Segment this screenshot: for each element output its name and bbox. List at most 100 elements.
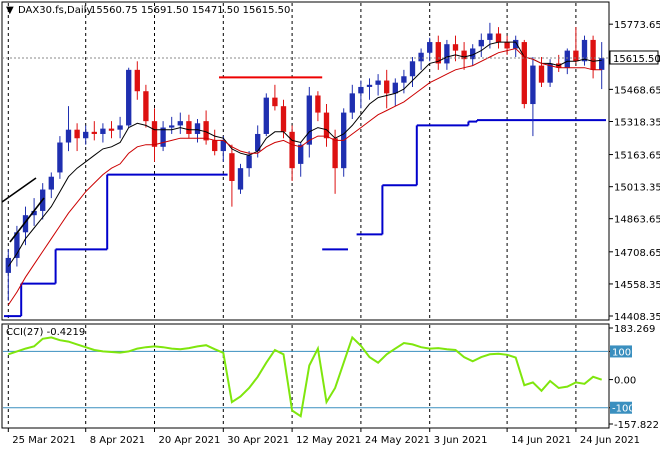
candle-body (126, 69, 132, 126)
date-tick-label: 8 Apr 2021 (90, 435, 145, 446)
price-tick-label: 15013.35 (614, 183, 660, 194)
candle-body (427, 42, 433, 53)
cci-level-badge (610, 345, 632, 358)
price-tick-label: 14708.65 (614, 248, 660, 259)
price-tick-label: 14558.35 (614, 280, 660, 291)
candle-body (513, 39, 519, 49)
candle-body (538, 65, 545, 83)
current-price-box (609, 50, 659, 65)
candle-body (31, 210, 37, 216)
candle-body (289, 131, 295, 169)
chart-symbol: DAX30.fs,Daily (18, 5, 92, 16)
date-tick-label: 30 Apr 2021 (227, 435, 289, 446)
candle-body (151, 121, 158, 147)
candle-body (14, 232, 20, 258)
candle-body (418, 52, 424, 62)
date-tick-label: 12 May 2021 (296, 435, 361, 446)
candle-body (48, 176, 54, 190)
candle-body (470, 48, 476, 60)
candle-body (530, 65, 536, 105)
candle-body (263, 97, 269, 134)
price-candles (5, 22, 605, 301)
candle-body (366, 84, 373, 87)
candle-body (435, 42, 441, 64)
candle-body (220, 140, 226, 152)
cci-tick-label: 183.269 (614, 324, 655, 335)
candle-body (22, 215, 29, 233)
date-tick-label: 24 Jun 2021 (580, 435, 640, 446)
candle-body (255, 133, 261, 152)
candle-body (452, 44, 459, 51)
candle-body (83, 131, 89, 139)
chart-symbol-arrow: ▼ (6, 5, 14, 16)
price-tick-label: 14408.35 (614, 312, 660, 323)
candle-body (100, 128, 106, 134)
candle-body (401, 76, 407, 83)
price-tick-label: 15773.65 (614, 20, 660, 31)
trend-line-upper (1, 177, 37, 203)
cci-level-badge (610, 401, 632, 414)
date-tick-label: 14 Jun 2021 (511, 435, 571, 446)
candle-body (74, 129, 80, 139)
candle-body (298, 144, 304, 164)
candle-body (358, 86, 364, 94)
candle-body (272, 97, 278, 107)
candle-body (177, 121, 183, 126)
candle-body (194, 123, 201, 134)
trend-line-lower (9, 197, 45, 243)
price-tick-label: 15468.65 (614, 85, 660, 96)
candle-body (392, 82, 398, 94)
candle-body (65, 129, 72, 143)
price-axis: 15773.65 15615.50 15468.65 15318.35 15163.65… (609, 20, 660, 323)
current-price-label: 15615.50 (613, 54, 660, 65)
candle-body (332, 138, 338, 169)
date-tick-label: 25 Mar 2021 (12, 435, 75, 446)
candle-body (590, 39, 596, 70)
candle-body (134, 69, 140, 92)
candle-body (564, 50, 570, 68)
date-axis: 25 Mar 2021 8 Apr 2021 20 Apr 2021 30 Apr 2… (7, 428, 640, 446)
candle-body (573, 50, 579, 62)
ema-fast-line (7, 41, 602, 267)
candle-body (444, 44, 450, 64)
cci-tick-label: 0.00 (614, 376, 636, 387)
support-line (4, 119, 606, 318)
candle-body (169, 125, 175, 128)
cci-panel-frame (1, 323, 610, 429)
candle-body (143, 91, 149, 122)
price-tick-label: 15163.65 (614, 151, 660, 162)
candle-body (487, 33, 493, 40)
ema-slow-line (7, 47, 602, 306)
cci-label: CCI(27) -0.4219 (6, 327, 85, 338)
date-tick-label: 24 May 2021 (365, 435, 430, 446)
candle-body (203, 121, 209, 141)
candle-body (599, 58, 605, 70)
candle-body (384, 80, 390, 94)
candle-body (495, 33, 502, 43)
cci-tick-label: -157.8221 (614, 420, 660, 431)
candle-body (521, 42, 527, 105)
price-tick-label: 15318.35 (614, 117, 660, 128)
candle-body (306, 95, 312, 145)
date-tick-label: 3 Jun 2021 (434, 435, 488, 446)
candle-body (375, 80, 381, 85)
candle-body (581, 39, 588, 62)
candle-body (315, 95, 321, 113)
cci-tick-label: -100 (612, 404, 635, 415)
candle-body (547, 63, 553, 83)
candle-body (461, 50, 467, 60)
candle-body (409, 61, 416, 77)
candle-body (117, 125, 123, 130)
candle-body (229, 153, 235, 181)
price-tick-label: 14863.65 (614, 215, 660, 226)
trend-channel-lines (1, 177, 45, 243)
cci-line (7, 335, 603, 418)
price-panel-frame (1, 1, 610, 321)
candle-body (160, 127, 166, 147)
cci-tick-label: 100 (612, 347, 631, 358)
candle-body (478, 39, 484, 47)
candle-body (323, 112, 330, 139)
chart-ohlc: 15560.75 15691.50 15471.50 15615.50 (90, 5, 290, 16)
candle-body (108, 128, 115, 131)
